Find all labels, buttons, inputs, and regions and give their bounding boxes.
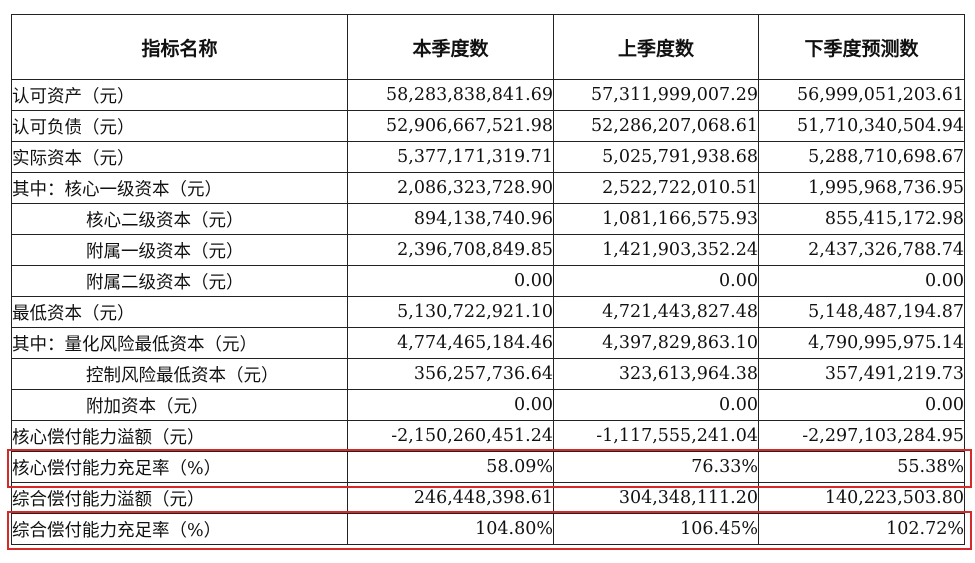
table-row: 实际资本（元） 5,377,171,319.71 5,025,791,938.68 5…: [11, 141, 965, 173]
previous-quarter-value: 57,311,999,007.29: [553, 79, 759, 111]
header-indicator-name: 指标名称: [11, 14, 348, 80]
forecast-value: 2,437,326,788.74: [758, 234, 965, 266]
forecast-value: 0.00: [758, 265, 965, 297]
row-indicator-name: 最低资本（元）: [11, 296, 348, 328]
row-indicator-name: 综合偿付能力充足率（%）: [11, 513, 348, 545]
forecast-value: 102.72%: [758, 513, 965, 545]
forecast-value: 56,999,051,203.61: [758, 79, 965, 111]
current-quarter-value: 0.00: [347, 389, 554, 421]
table-row: 附属一级资本（元） 2,396,708,849.85 1,421,903,352.2…: [11, 234, 965, 266]
table-row: 认可资产（元） 58,283,838,841.69 57,311,999,007.2…: [11, 79, 965, 111]
previous-quarter-value: 304,348,111.20: [553, 482, 759, 514]
row-indicator-name: 认可负债（元）: [11, 110, 348, 142]
previous-quarter-value: 106.45%: [553, 513, 759, 545]
forecast-value: 4,790,995,975.14: [758, 327, 965, 359]
previous-quarter-value: 76.33%: [553, 451, 759, 483]
table-row: 核心偿付能力溢额（元） -2,150,260,451.24 -1,117,555,2…: [11, 420, 965, 452]
forecast-value: 55.38%: [758, 451, 965, 483]
current-quarter-value: 104.80%: [347, 513, 554, 545]
current-quarter-value: 52,906,667,521.98: [347, 110, 554, 142]
row-indicator-name: 附属二级资本（元）: [11, 265, 348, 297]
previous-quarter-value: 52,286,207,068.61: [553, 110, 759, 142]
forecast-value: 5,148,487,194.87: [758, 296, 965, 328]
table-row: 其中：核心一级资本（元） 2,086,323,728.90 2,522,722,01…: [11, 172, 965, 204]
row-indicator-name: 综合偿付能力溢额（元）: [11, 482, 348, 514]
table-row: 最低资本（元） 5,130,722,921.10 4,721,443,827.48 5…: [11, 296, 965, 328]
current-quarter-value: 0.00: [347, 265, 554, 297]
solvency-metrics-table: 指标名称 本季度数 上季度数 下季度预测数 认可资产（元） 58,283,838,…: [11, 14, 965, 545]
forecast-value: 5,288,710,698.67: [758, 141, 965, 173]
forecast-value: 1,995,968,736.95: [758, 172, 965, 204]
row-indicator-name: 核心偿付能力溢额（元）: [11, 420, 348, 452]
header-previous-quarter: 上季度数: [553, 14, 759, 80]
row-indicator-name: 附加资本（元）: [11, 389, 348, 421]
table-row: 核心二级资本（元） 894,138,740.96 1,081,166,575.93 8…: [11, 203, 965, 235]
previous-quarter-value: 4,397,829,863.10: [553, 327, 759, 359]
current-quarter-value: 5,377,171,319.71: [347, 141, 554, 173]
table-row: 综合偿付能力溢额（元） 246,448,398.61 304,348,111.20 1…: [11, 482, 965, 514]
header-next-quarter-forecast: 下季度预测数: [758, 14, 965, 80]
table-row: 其中：量化风险最低资本（元） 4,774,465,184.46 4,397,829,…: [11, 327, 965, 359]
table-row: 核心偿付能力充足率（%） 58.09% 76.33% 55.38%: [11, 451, 965, 483]
forecast-value: 140,223,503.80: [758, 482, 965, 514]
current-quarter-value: 246,448,398.61: [347, 482, 554, 514]
previous-quarter-value: -1,117,555,241.04: [553, 420, 759, 452]
row-indicator-name: 核心二级资本（元）: [11, 203, 348, 235]
row-indicator-name: 其中：核心一级资本（元）: [11, 172, 348, 204]
current-quarter-value: 4,774,465,184.46: [347, 327, 554, 359]
table-row: 控制风险最低资本（元） 356,257,736.64 323,613,964.38 3…: [11, 358, 965, 390]
previous-quarter-value: 5,025,791,938.68: [553, 141, 759, 173]
current-quarter-value: 58.09%: [347, 451, 554, 483]
current-quarter-value: 2,086,323,728.90: [347, 172, 554, 204]
table-row: 认可负债（元） 52,906,667,521.98 52,286,207,068.6…: [11, 110, 965, 142]
row-indicator-name: 认可资产（元）: [11, 79, 348, 111]
current-quarter-value: -2,150,260,451.24: [347, 420, 554, 452]
previous-quarter-value: 4,721,443,827.48: [553, 296, 759, 328]
previous-quarter-value: 0.00: [553, 389, 759, 421]
table-header-row: 指标名称 本季度数 上季度数 下季度预测数: [11, 14, 965, 80]
table-row: 附加资本（元） 0.00 0.00 0.00: [11, 389, 965, 421]
previous-quarter-value: 0.00: [553, 265, 759, 297]
current-quarter-value: 356,257,736.64: [347, 358, 554, 390]
solvency-table-container: 指标名称 本季度数 上季度数 下季度预测数 认可资产（元） 58,283,838,…: [11, 14, 965, 545]
row-indicator-name: 实际资本（元）: [11, 141, 348, 173]
row-indicator-name: 其中：量化风险最低资本（元）: [11, 327, 348, 359]
previous-quarter-value: 2,522,722,010.51: [553, 172, 759, 204]
current-quarter-value: 2,396,708,849.85: [347, 234, 554, 266]
forecast-value: 855,415,172.98: [758, 203, 965, 235]
current-quarter-value: 58,283,838,841.69: [347, 79, 554, 111]
row-indicator-name: 控制风险最低资本（元）: [11, 358, 348, 390]
previous-quarter-value: 1,421,903,352.24: [553, 234, 759, 266]
forecast-value: 0.00: [758, 389, 965, 421]
forecast-value: -2,297,103,284.95: [758, 420, 965, 452]
header-current-quarter: 本季度数: [347, 14, 554, 80]
previous-quarter-value: 1,081,166,575.93: [553, 203, 759, 235]
table-row: 附属二级资本（元） 0.00 0.00 0.00: [11, 265, 965, 297]
table-body: 认可资产（元） 58,283,838,841.69 57,311,999,007.2…: [11, 79, 965, 545]
row-indicator-name: 附属一级资本（元）: [11, 234, 348, 266]
current-quarter-value: 894,138,740.96: [347, 203, 554, 235]
current-quarter-value: 5,130,722,921.10: [347, 296, 554, 328]
forecast-value: 51,710,340,504.94: [758, 110, 965, 142]
row-indicator-name: 核心偿付能力充足率（%）: [11, 451, 348, 483]
table-row: 综合偿付能力充足率（%） 104.80% 106.45% 102.72%: [11, 513, 965, 545]
forecast-value: 357,491,219.73: [758, 358, 965, 390]
previous-quarter-value: 323,613,964.38: [553, 358, 759, 390]
